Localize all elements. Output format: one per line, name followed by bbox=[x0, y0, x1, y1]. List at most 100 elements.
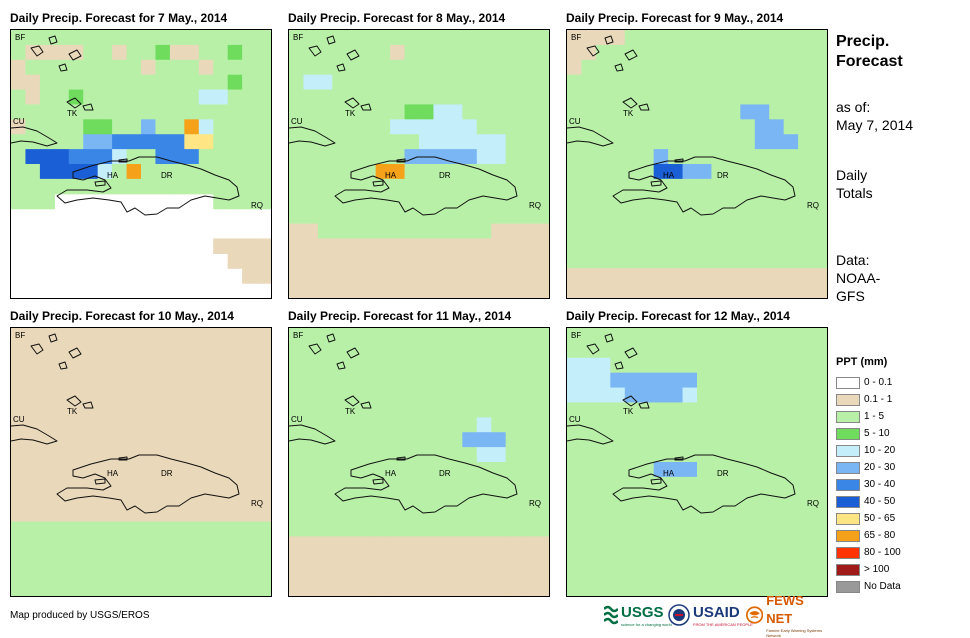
precip-cell bbox=[725, 164, 741, 180]
precip-cell bbox=[447, 506, 463, 523]
coastline bbox=[48, 333, 58, 343]
precip-cell bbox=[520, 417, 536, 433]
precip-cell bbox=[697, 387, 713, 404]
precip-cell bbox=[375, 328, 391, 344]
precip-cell bbox=[375, 536, 391, 552]
precip-cell bbox=[653, 223, 669, 240]
precip-cell bbox=[332, 268, 348, 284]
precip-cell bbox=[141, 89, 157, 106]
precip-cell bbox=[227, 387, 243, 404]
coastline bbox=[94, 478, 106, 485]
precip-cell bbox=[740, 104, 756, 120]
legend-swatch bbox=[836, 513, 860, 525]
precip-cell bbox=[404, 178, 420, 195]
precip-cell bbox=[505, 402, 521, 418]
precip-cell bbox=[39, 164, 55, 180]
precip-cell bbox=[476, 581, 492, 596]
precip-cell bbox=[697, 74, 713, 91]
precip-cell bbox=[476, 149, 492, 165]
precip-cell bbox=[520, 357, 536, 374]
precip-cell bbox=[155, 462, 171, 478]
forecast-panel-may-9: Daily Precip. Forecast for 9 May., 2014 … bbox=[566, 11, 836, 299]
usgs-tagline: science for a changing world bbox=[621, 621, 672, 627]
precip-cell bbox=[740, 149, 756, 165]
precip-cell bbox=[39, 417, 55, 433]
precip-cell bbox=[213, 30, 229, 46]
precip-cell bbox=[668, 342, 684, 359]
precip-cell bbox=[169, 491, 185, 508]
coastline bbox=[326, 333, 336, 343]
precip-cell bbox=[639, 476, 655, 493]
precip-cell bbox=[68, 447, 84, 463]
precip-cell bbox=[169, 432, 185, 448]
precip-cell bbox=[303, 223, 319, 240]
precip-cell bbox=[783, 342, 799, 359]
precip-cell bbox=[375, 238, 391, 254]
precip-cell bbox=[25, 44, 41, 61]
precip-cell bbox=[419, 432, 435, 448]
precip-cell bbox=[155, 59, 171, 76]
precip-cell bbox=[595, 149, 611, 165]
precip-cell bbox=[332, 521, 348, 538]
precip-cell bbox=[769, 104, 785, 120]
map-label-dr: DR bbox=[717, 171, 729, 180]
precip-cell bbox=[404, 223, 420, 240]
precip-cell bbox=[375, 134, 391, 150]
precip-cell bbox=[184, 566, 200, 582]
precip-cell bbox=[141, 506, 157, 523]
precip-cell bbox=[289, 402, 305, 418]
precip-cell bbox=[227, 44, 243, 61]
precip-cell bbox=[697, 566, 713, 582]
precip-cell bbox=[476, 74, 492, 91]
precip-cell bbox=[39, 491, 55, 508]
precip-cell bbox=[505, 432, 521, 448]
precip-cell bbox=[361, 223, 377, 240]
precip-cell bbox=[419, 506, 435, 523]
precip-cell bbox=[317, 462, 333, 478]
precip-cell bbox=[769, 268, 785, 284]
precip-cell bbox=[141, 491, 157, 508]
precip-cell bbox=[769, 551, 785, 567]
precip-cell bbox=[303, 164, 319, 180]
precip-cell bbox=[54, 536, 70, 552]
precip-cell bbox=[289, 193, 305, 210]
precip-cell bbox=[112, 402, 128, 418]
precip-cell bbox=[419, 342, 435, 359]
precip-cell bbox=[25, 566, 41, 582]
precip-cell bbox=[812, 417, 827, 433]
precip-cell bbox=[155, 491, 171, 508]
precip-cell bbox=[769, 536, 785, 552]
precip-cell bbox=[812, 89, 827, 106]
precip-cell bbox=[624, 134, 640, 150]
precip-cell bbox=[534, 342, 549, 359]
precip-cell bbox=[639, 328, 655, 344]
precip-cell bbox=[68, 581, 84, 596]
precip-cell bbox=[740, 134, 756, 150]
precip-cell bbox=[639, 432, 655, 448]
precip-cell bbox=[581, 536, 597, 552]
precip-cell bbox=[520, 551, 536, 567]
precip-cell bbox=[112, 134, 128, 150]
coastline bbox=[336, 63, 346, 72]
precip-cell bbox=[567, 476, 583, 493]
precip-cell bbox=[476, 566, 492, 582]
precip-cell bbox=[476, 521, 492, 538]
precip-cell bbox=[97, 521, 113, 538]
precip-cell bbox=[433, 238, 449, 254]
precip-cell bbox=[289, 104, 305, 120]
precip-cell bbox=[505, 149, 521, 165]
precip-cell bbox=[505, 193, 521, 210]
precip-cell bbox=[491, 119, 507, 135]
precip-cell bbox=[812, 521, 827, 538]
precip-cell bbox=[462, 30, 478, 46]
precip-cell bbox=[141, 581, 157, 596]
precip-cell bbox=[798, 223, 814, 240]
precip-cell bbox=[242, 44, 258, 61]
precip-cell bbox=[404, 536, 420, 552]
precip-cell bbox=[126, 119, 142, 135]
precip-cell bbox=[812, 566, 827, 582]
precip-cell bbox=[54, 581, 70, 596]
coastline bbox=[624, 49, 638, 61]
precip-cell bbox=[711, 44, 727, 61]
precip-cell bbox=[682, 417, 698, 433]
